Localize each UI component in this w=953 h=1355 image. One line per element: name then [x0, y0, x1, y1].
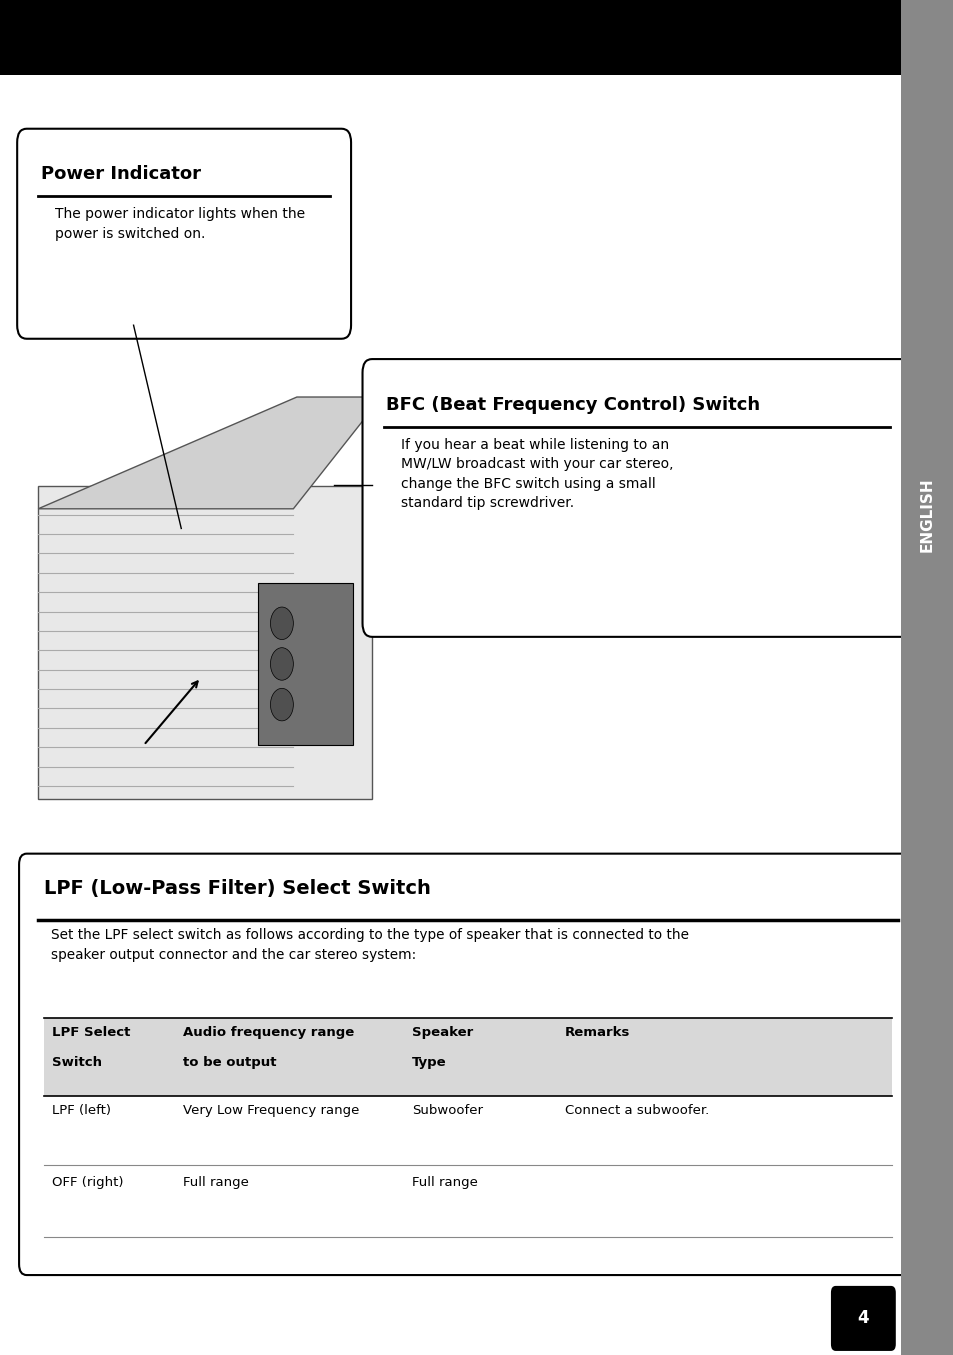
Text: OFF (right): OFF (right)	[51, 1176, 123, 1190]
Text: Set the LPF select switch as follows according to the type of speaker that is co: Set the LPF select switch as follows acc…	[51, 928, 688, 962]
Text: Subwoofer: Subwoofer	[412, 1104, 482, 1118]
Text: LPF (Low-Pass Filter) Select Switch: LPF (Low-Pass Filter) Select Switch	[44, 879, 431, 898]
Text: The power indicator lights when the
power is switched on.: The power indicator lights when the powe…	[55, 207, 305, 241]
FancyBboxPatch shape	[19, 854, 916, 1275]
Text: Speaker: Speaker	[412, 1026, 473, 1039]
Text: ENGLISH: ENGLISH	[919, 477, 934, 553]
Text: Very Low Frequency range: Very Low Frequency range	[183, 1104, 359, 1118]
Text: Connect a subwoofer.: Connect a subwoofer.	[564, 1104, 708, 1118]
FancyBboxPatch shape	[362, 359, 910, 637]
FancyBboxPatch shape	[830, 1286, 895, 1351]
FancyBboxPatch shape	[0, 0, 900, 75]
Text: If you hear a beat while listening to an
MW/LW broadcast with your car stereo,
c: If you hear a beat while listening to an…	[400, 438, 673, 511]
Text: LPF Select: LPF Select	[51, 1026, 130, 1039]
Circle shape	[271, 648, 293, 680]
Circle shape	[271, 688, 293, 721]
Text: Full range: Full range	[412, 1176, 477, 1190]
Text: BFC (Beat Frequency Control) Switch: BFC (Beat Frequency Control) Switch	[386, 396, 760, 413]
Bar	[44, 1018, 891, 1096]
Text: Audio frequency range: Audio frequency range	[183, 1026, 354, 1039]
Text: Power Indicator: Power Indicator	[41, 165, 201, 183]
Circle shape	[271, 607, 293, 640]
Bar	[257, 583, 353, 745]
Text: Full range: Full range	[183, 1176, 249, 1190]
Text: Type: Type	[412, 1056, 446, 1069]
Text: LPF (left): LPF (left)	[51, 1104, 111, 1118]
Polygon shape	[38, 397, 381, 508]
Text: Switch: Switch	[51, 1056, 101, 1069]
FancyBboxPatch shape	[38, 486, 372, 799]
Text: Remarks: Remarks	[564, 1026, 629, 1039]
Text: to be output: to be output	[183, 1056, 276, 1069]
Text: 4: 4	[857, 1309, 868, 1328]
Bar	[900, 0, 953, 1355]
FancyBboxPatch shape	[17, 129, 351, 339]
